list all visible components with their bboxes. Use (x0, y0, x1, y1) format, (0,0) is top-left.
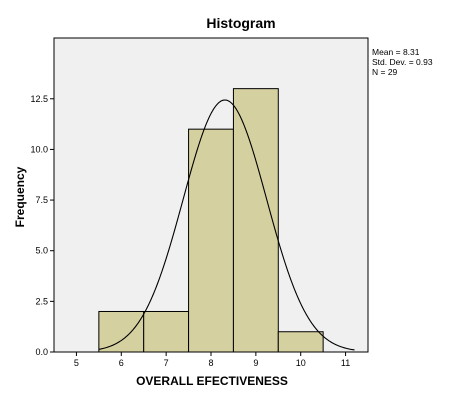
x-tick-label-2: 7 (164, 358, 169, 368)
histogram-bar-1 (143, 310, 190, 353)
y-tick-label-1: 2.5 (35, 296, 48, 306)
x-tick-label-1: 6 (119, 358, 124, 368)
stats-n: N = 29 (372, 67, 398, 77)
x-tick-label-3: 8 (208, 358, 213, 368)
stats-mean: Mean = 8.31 (372, 47, 420, 57)
x-tick-label-6: 11 (341, 358, 350, 368)
y-tick-label-5: 12.5 (30, 94, 48, 104)
normal-curve (98, 99, 355, 351)
y-axis: 0.0 2.5 5.0 7.5 10.0 12.5 (30, 94, 54, 357)
x-tick-label-4: 9 (253, 358, 258, 368)
x-tick-label-5: 10 (296, 358, 306, 368)
stats-box: Mean = 8.31 Std. Dev. = 0.93 N = 29 (372, 47, 433, 77)
stats-std-dev: Std. Dev. = 0.93 (372, 57, 433, 67)
x-axis-title: OVERALL EFECTIVENESS (136, 374, 288, 388)
y-tick-label-0: 0.0 (35, 347, 48, 357)
y-tick-label-2: 5.0 (35, 246, 48, 256)
y-axis-title: Frequency (13, 166, 27, 227)
histogram-bar-3 (232, 88, 279, 353)
y-tick-label-3: 7.5 (35, 195, 48, 205)
histogram-bar-4 (277, 331, 324, 353)
x-axis: 5 6 7 8 9 10 11 (74, 352, 350, 368)
x-tick-label-0: 5 (74, 358, 79, 368)
histogram-bar-2 (188, 128, 234, 353)
histogram-bar-0 (98, 310, 145, 353)
bars-layer (98, 88, 324, 353)
y-tick-label-4: 10.0 (30, 144, 48, 154)
chart-title: Histogram (206, 15, 275, 31)
